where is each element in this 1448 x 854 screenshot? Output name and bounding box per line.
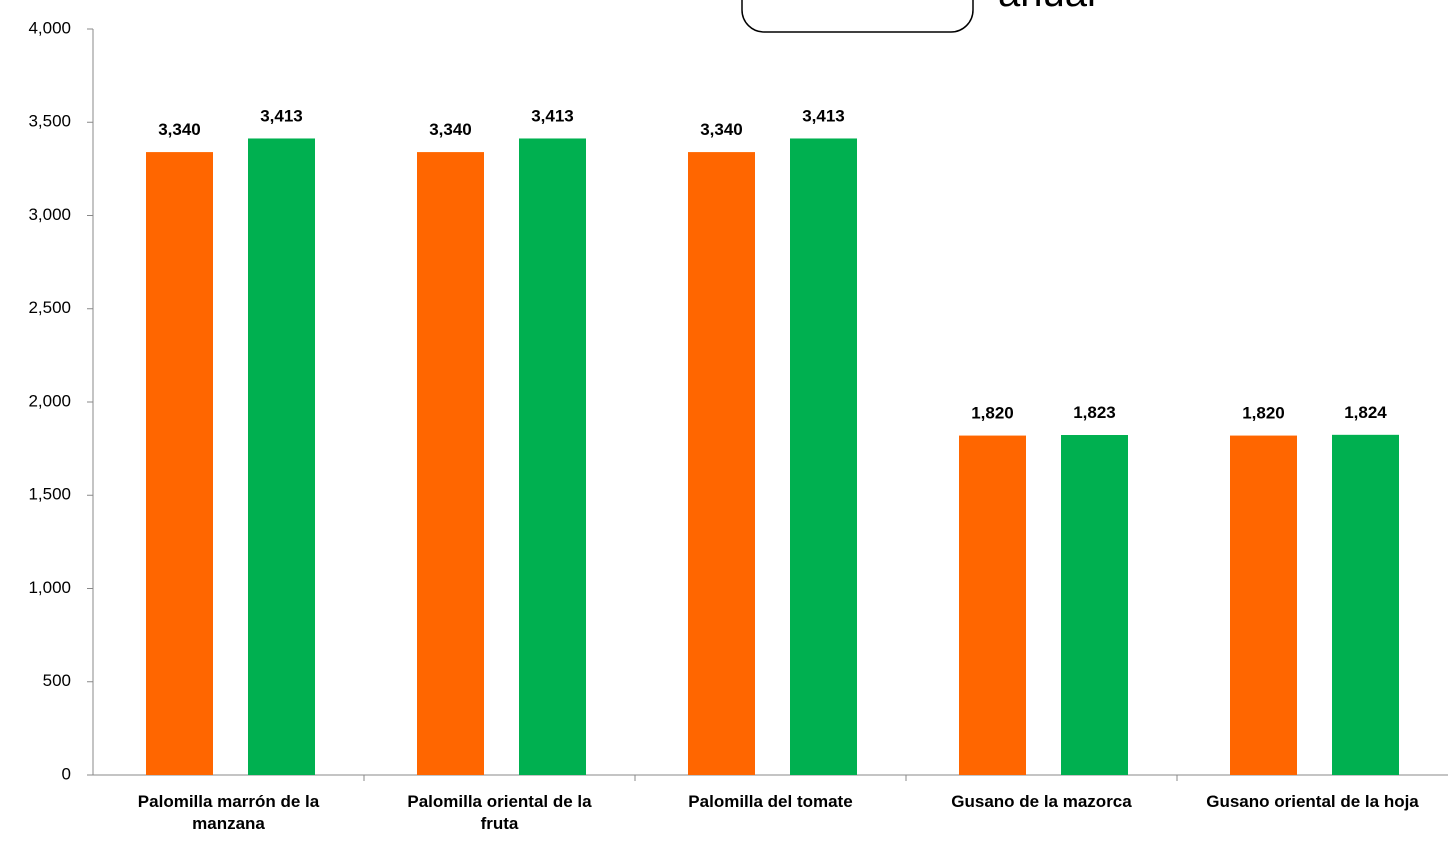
value-label: 1,820 xyxy=(1242,404,1285,423)
y-tick-label: 1,500 xyxy=(28,485,71,504)
y-tick-label: 500 xyxy=(43,671,71,690)
x-tick-label: Palomilla oriental de la fruta xyxy=(407,792,592,833)
x-tick-label: Palomilla del tomate xyxy=(688,792,853,811)
bar xyxy=(1230,435,1297,775)
y-tick-label: 3,000 xyxy=(28,205,71,224)
value-label: 3,413 xyxy=(531,106,574,125)
value-label: 1,823 xyxy=(1073,403,1116,422)
bar xyxy=(146,152,213,776)
y-tick-label: 0 xyxy=(62,764,71,783)
value-label: 3,340 xyxy=(429,120,472,139)
bar xyxy=(417,152,484,776)
value-label: 3,340 xyxy=(158,120,201,139)
x-tick-label: Gusano de la mazorca xyxy=(951,792,1132,811)
y-tick-label: 3,500 xyxy=(28,112,71,131)
bar xyxy=(248,138,315,776)
value-label: 1,824 xyxy=(1344,403,1387,422)
bar xyxy=(959,435,1026,775)
bar xyxy=(1061,435,1128,775)
y-tick-label: 2,500 xyxy=(28,298,71,317)
bar xyxy=(688,152,755,776)
x-tick-label: Palomilla marrón de la manzana xyxy=(137,792,320,833)
value-label: 3,413 xyxy=(802,106,845,125)
annotation: anual xyxy=(998,0,1096,15)
value-label: 3,340 xyxy=(700,120,743,139)
bar xyxy=(1332,434,1399,775)
y-tick-label: 2,000 xyxy=(28,391,71,410)
bar xyxy=(790,138,857,776)
x-tick-label: Gusano oriental de la hoja xyxy=(1206,792,1419,811)
y-tick-label: 1,000 xyxy=(28,578,71,597)
y-tick-label: 4,000 xyxy=(28,18,71,37)
value-label: 3,413 xyxy=(260,106,303,125)
annotation-box xyxy=(741,0,974,33)
value-label: 1,820 xyxy=(971,404,1014,423)
bar xyxy=(519,138,586,776)
